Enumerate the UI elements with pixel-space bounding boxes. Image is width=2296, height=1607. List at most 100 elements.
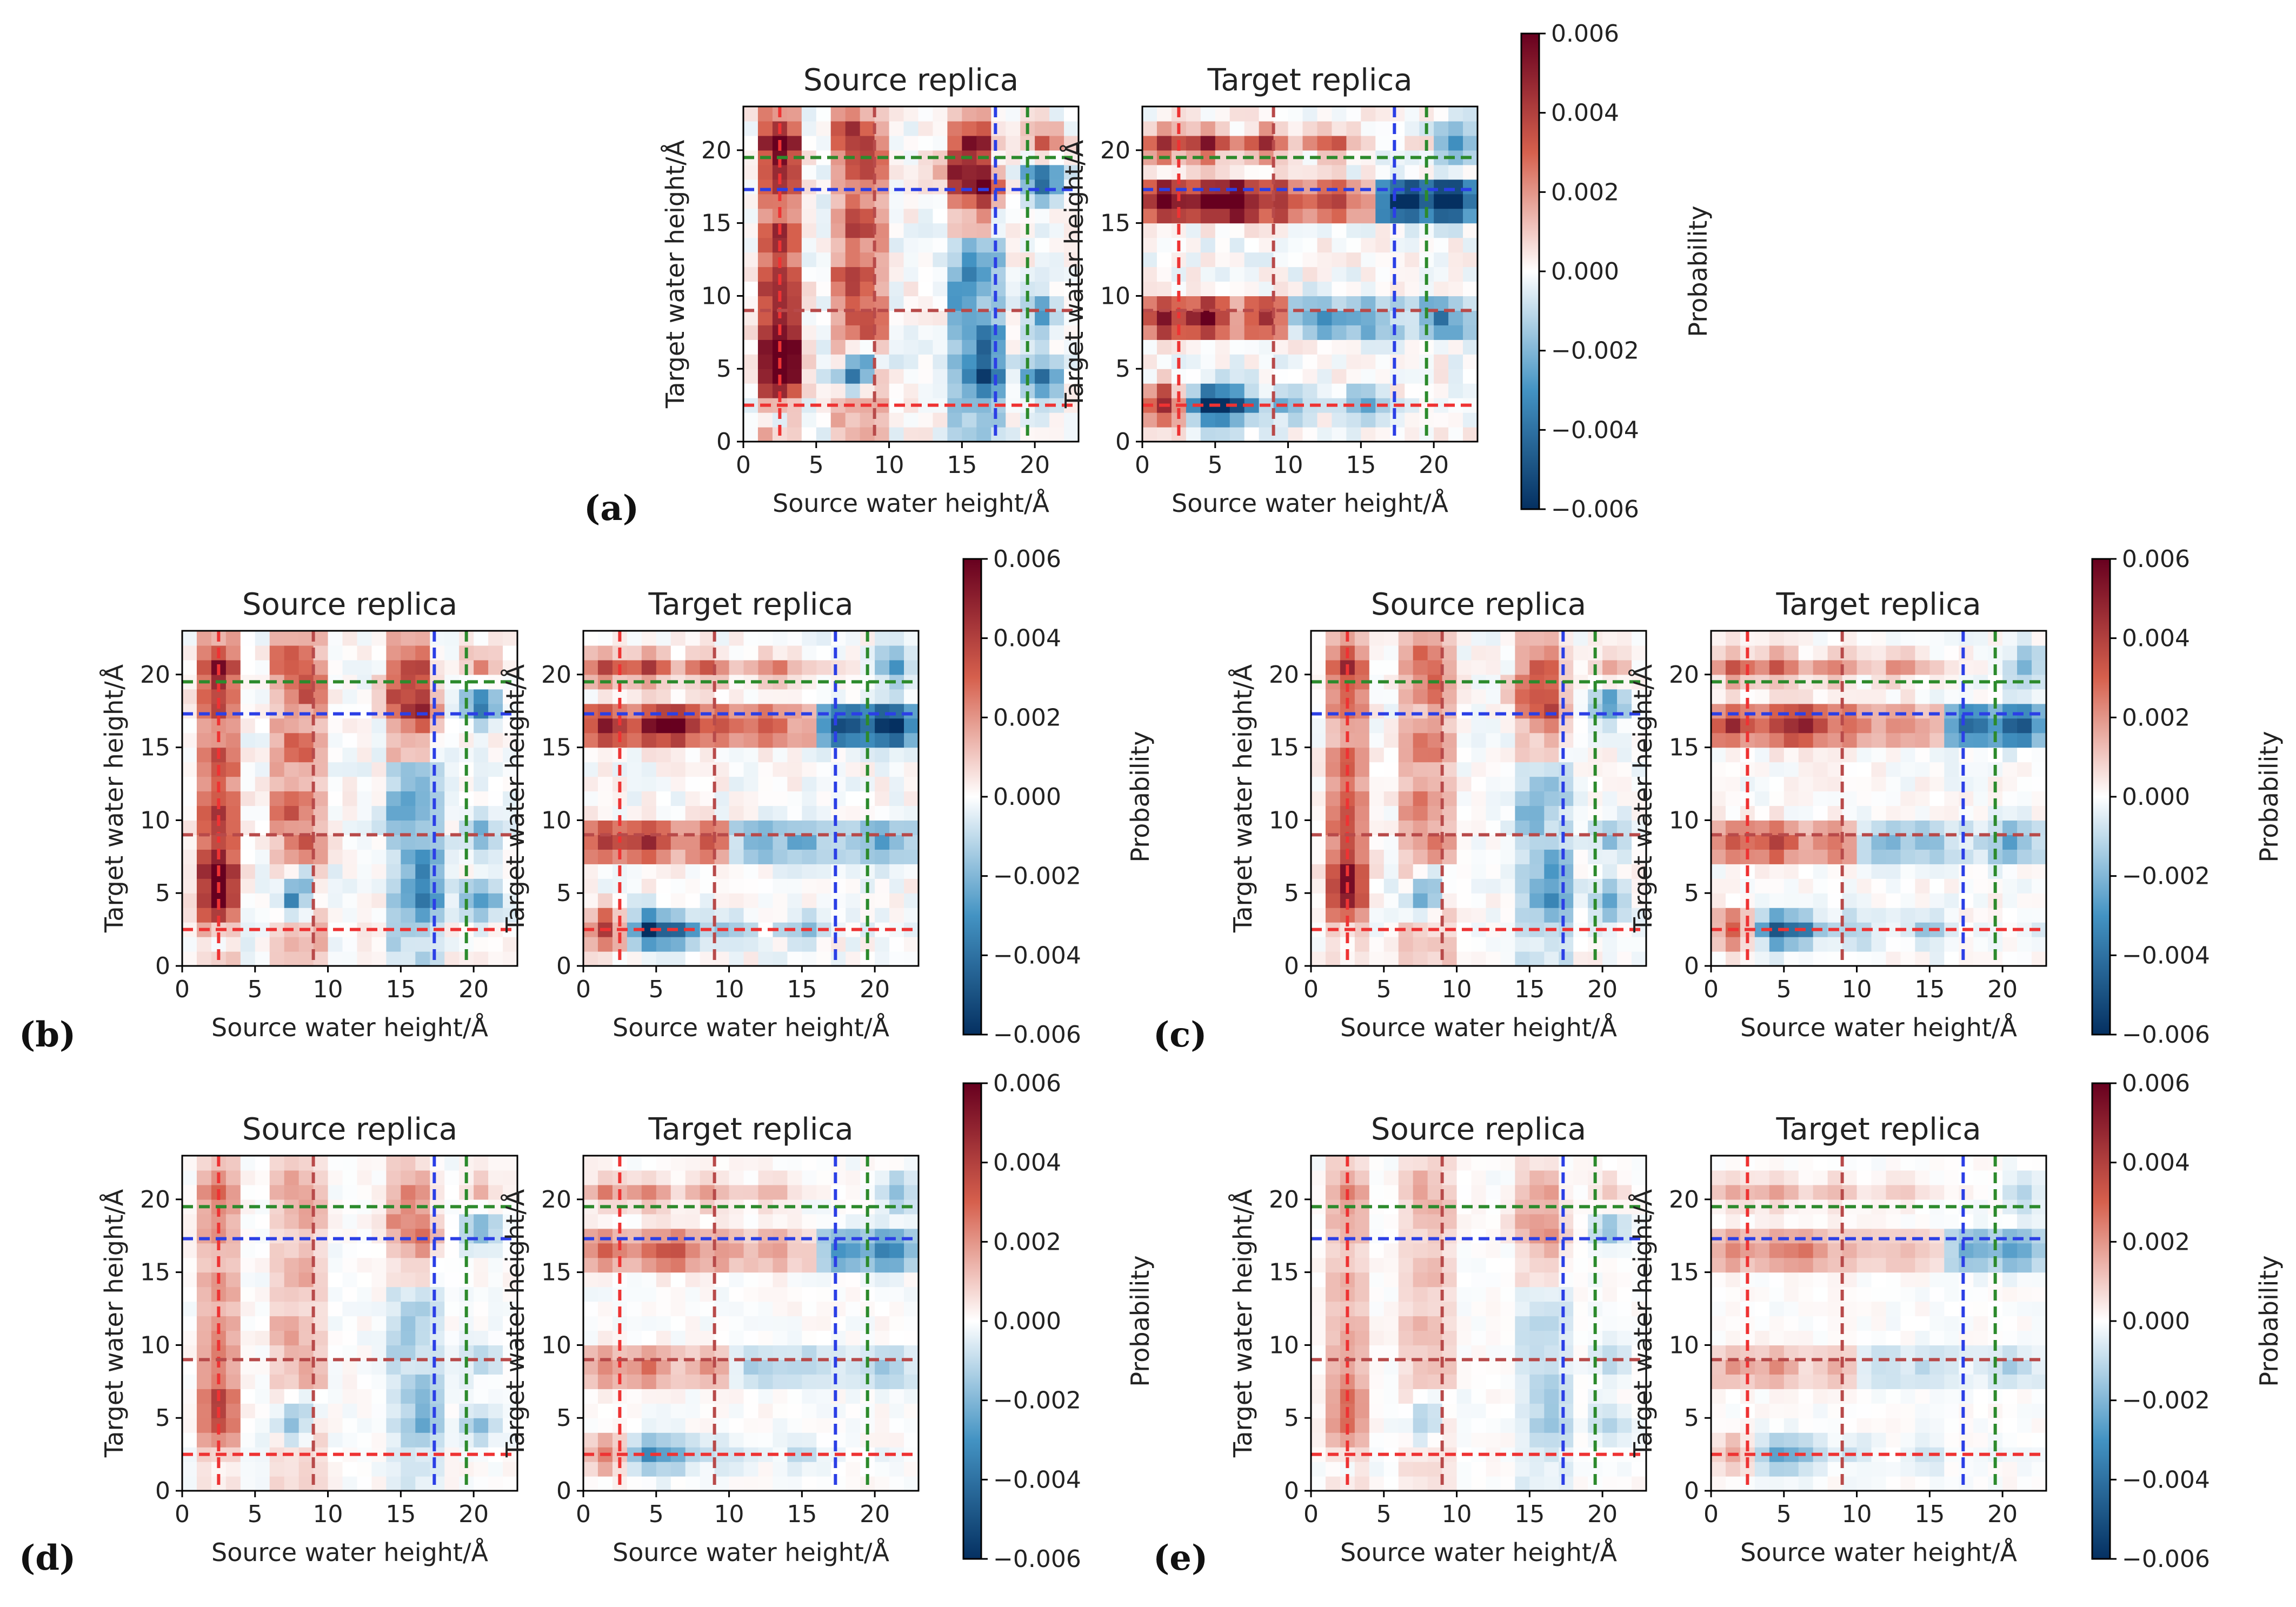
heatmap-cell [627, 893, 642, 908]
heatmap-cell [1427, 1316, 1443, 1331]
subplot-title: Source replica [242, 1112, 457, 1147]
heatmap-cell [670, 689, 686, 704]
heatmap-cell [846, 937, 861, 952]
heatmap-cell [846, 1272, 861, 1288]
heatmap-cell [196, 631, 212, 646]
heatmap-cell [757, 266, 773, 282]
heatmap-cell [255, 835, 270, 850]
heatmap-cell [641, 1418, 657, 1433]
heatmap-cell [641, 659, 657, 675]
heatmap-cell [313, 703, 329, 719]
heatmap-cell [1311, 1389, 1326, 1404]
heatmap-cell [1346, 135, 1361, 151]
panel-0-target-cells [1142, 106, 1478, 442]
heatmap-cell [933, 310, 948, 325]
heatmap-cell [342, 878, 358, 893]
heatmap-cell [240, 1432, 256, 1448]
heatmap-cell [444, 689, 460, 704]
heatmap-cell [787, 1316, 802, 1331]
heatmap-cell [846, 1156, 861, 1171]
x-tick-label: 20 [458, 976, 489, 1003]
heatmap-cell [284, 878, 300, 893]
heatmap-cell [583, 1184, 598, 1200]
heatmap-cell [1405, 237, 1420, 253]
heatmap-cell [1573, 951, 1588, 966]
heatmap-cell [656, 835, 671, 850]
heatmap-cell [1049, 266, 1064, 282]
heatmap-cell [1383, 689, 1399, 704]
heatmap-cell [182, 645, 197, 661]
heatmap-cell [874, 106, 890, 122]
heatmap-cell [860, 310, 875, 325]
heatmap-cell [430, 747, 445, 763]
heatmap-cell [1369, 732, 1385, 748]
heatmap-cell [1456, 937, 1472, 952]
heatmap-cell [1311, 1374, 1326, 1389]
heatmap-cell [269, 1359, 285, 1375]
heatmap-cell [1049, 281, 1064, 297]
heatmap-cell [488, 864, 503, 879]
heatmap-cell [787, 659, 802, 675]
heatmap-cell [1398, 820, 1414, 835]
heatmap-cell [787, 747, 802, 763]
heatmap-cell [743, 762, 759, 777]
heatmap-cell [597, 762, 613, 777]
heatmap-cell [1798, 718, 1814, 734]
heatmap-cell [1500, 1389, 1515, 1404]
heatmap-cell [1288, 325, 1303, 340]
heatmap-cell [1413, 1389, 1428, 1404]
heatmap-cell [1244, 179, 1260, 195]
heatmap-cell [342, 805, 358, 821]
heatmap-cell [240, 951, 256, 966]
heatmap-cell [1346, 427, 1361, 442]
heatmap-cell [1886, 631, 1901, 646]
heatmap-cell [401, 820, 416, 835]
x-tick-label: 20 [1987, 976, 2018, 1003]
heatmap-cell [328, 718, 343, 734]
heatmap-cell [1871, 747, 1887, 763]
heatmap-cell [903, 310, 919, 325]
heatmap-cell [904, 937, 919, 952]
heatmap-cell [1273, 237, 1289, 253]
heatmap-cell [845, 310, 861, 325]
heatmap-cell [1486, 1476, 1501, 1491]
heatmap-cell [714, 791, 730, 806]
heatmap-cell [801, 339, 817, 355]
heatmap-cell [357, 718, 372, 734]
heatmap-cell [1427, 1374, 1443, 1389]
heatmap-cell [1500, 805, 1515, 821]
heatmap-cell [1332, 164, 1347, 180]
heatmap-cell [269, 937, 285, 952]
heatmap-cell [801, 325, 817, 340]
heatmap-cell [269, 820, 285, 835]
y-tick-label: 15 [1269, 734, 1299, 762]
heatmap-cell [1383, 1462, 1399, 1477]
heatmap-cell [196, 732, 212, 748]
heatmap-cell [1405, 179, 1420, 195]
heatmap-cell [1311, 1243, 1326, 1258]
heatmap-cell [1311, 1330, 1326, 1346]
heatmap-cell [583, 1359, 598, 1375]
heatmap-cell [1317, 237, 1333, 253]
heatmap-cell [1798, 849, 1814, 864]
heatmap-cell [284, 1374, 300, 1389]
heatmap-cell [1725, 878, 1741, 893]
heatmap-cell [1471, 762, 1487, 777]
heatmap-cell [474, 1301, 489, 1317]
heatmap-cell [976, 237, 991, 253]
heatmap-cell [845, 369, 861, 384]
heatmap-cell [875, 689, 890, 704]
heatmap-cell [371, 1316, 387, 1331]
heatmap-cell [656, 631, 671, 646]
heatmap-cell [2032, 893, 2047, 908]
heatmap-cell [597, 1286, 613, 1302]
heatmap-cell [1725, 732, 1741, 748]
heatmap-cell [371, 1403, 387, 1418]
heatmap-cell [1244, 266, 1260, 282]
heatmap-cell [889, 849, 904, 864]
heatmap-cell [860, 164, 875, 180]
heatmap-cell [1434, 135, 1449, 151]
heatmap-cell [846, 849, 861, 864]
heatmap-cell [860, 252, 875, 268]
heatmap-cell [830, 106, 846, 122]
